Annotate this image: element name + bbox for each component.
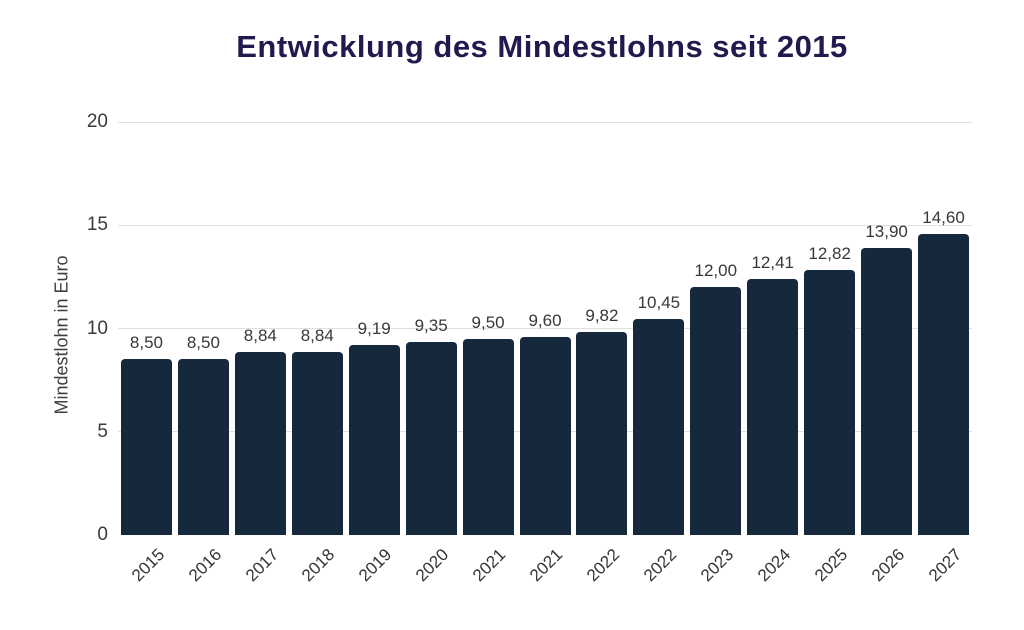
- bar: [462, 338, 514, 535]
- bar-value-label: 8,84: [300, 326, 334, 346]
- x-tick-label: 2019: [355, 545, 396, 586]
- bar: [120, 359, 172, 535]
- gridline: [118, 224, 972, 226]
- x-tick-label: 2027: [924, 545, 965, 586]
- x-tick-label: 2018: [298, 545, 339, 586]
- x-tick-label: 2015: [127, 545, 168, 586]
- bar-value-label: 14,60: [922, 207, 965, 227]
- y-tick-label: 5: [97, 420, 108, 442]
- y-tick-label: 15: [86, 214, 108, 236]
- bar-value-label: 13,90: [865, 221, 908, 241]
- bar-value-label: 9,82: [585, 306, 619, 326]
- bar-value-label: 12,82: [808, 244, 851, 264]
- x-tick-label: 2021: [469, 545, 510, 586]
- x-tick-label: 2024: [753, 545, 795, 586]
- bar-value-label: 8,50: [129, 333, 163, 353]
- bar: [804, 270, 856, 535]
- x-tick-label: 2022: [583, 545, 624, 586]
- plot-area: 0 5 10 15 20 8,50 2015 8,50 2016 8,84 2017 8,84 2018…: [87, 111, 972, 585]
- bar-value-label: 9,60: [528, 310, 562, 330]
- bar-value-label: 9,35: [414, 315, 448, 335]
- bar-value-label: 10,45: [637, 293, 681, 313]
- bar-value-label: 9,19: [357, 319, 391, 339]
- bar: [405, 341, 457, 535]
- bar: [747, 278, 799, 535]
- y-tick-label: 0: [97, 524, 108, 545]
- x-tick-label: 2022: [640, 545, 681, 586]
- bar: [234, 352, 286, 535]
- bar: [918, 233, 970, 535]
- bar: [291, 352, 343, 535]
- bar: [690, 287, 742, 535]
- y-tick-label: 10: [86, 317, 108, 339]
- bar-value-label: 12,41: [751, 252, 794, 272]
- x-tick-label: 2025: [810, 545, 852, 586]
- chart-title: Entwicklung des Mindestlohns seit 2015: [236, 29, 848, 64]
- x-tick-label: 2020: [412, 545, 453, 586]
- gridline: [118, 328, 972, 329]
- bar: [177, 359, 229, 535]
- bar: [576, 332, 628, 535]
- x-tick-label: 2023: [697, 545, 738, 586]
- y-tick-label: 20: [86, 111, 108, 132]
- bar: [348, 345, 400, 535]
- x-tick-label: 2026: [867, 545, 909, 586]
- x-tick-label: 2017: [241, 545, 282, 586]
- bar-value-label: 12,00: [694, 261, 738, 281]
- bar-value-label: 8,84: [243, 326, 277, 346]
- bar: [519, 336, 571, 535]
- bar: [861, 247, 913, 535]
- bar-value-label: 8,50: [186, 333, 220, 353]
- gridline: [118, 121, 972, 123]
- bar-value-label: 9,50: [471, 312, 505, 332]
- bar: [633, 319, 685, 535]
- x-tick-label: 2016: [184, 545, 225, 586]
- x-tick-label: 2021: [526, 545, 567, 586]
